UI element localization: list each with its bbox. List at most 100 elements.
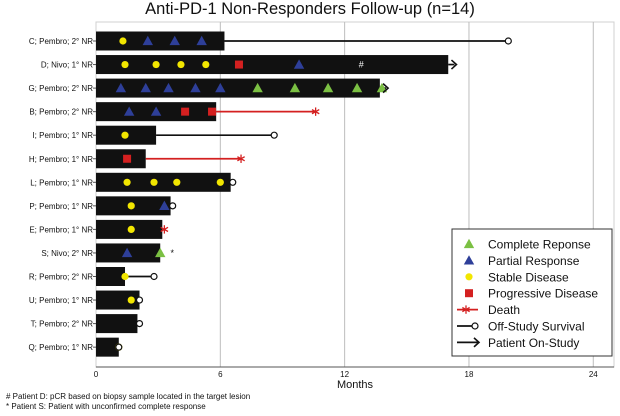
off-study-marker xyxy=(150,272,158,281)
partial-response-marker xyxy=(159,200,170,211)
off-study-marker xyxy=(115,343,123,351)
legend: Complete Reponse Partial Response Stable D… xyxy=(451,228,613,357)
legend-label: Partial Response xyxy=(488,254,580,268)
stable-disease-marker xyxy=(152,60,160,69)
legend-item: Stable Disease xyxy=(465,270,569,284)
patient-row: U; Pembro; 1° NR xyxy=(29,290,144,310)
legend-label: Patient On-Study xyxy=(488,336,579,350)
stable-disease-marker xyxy=(177,60,185,69)
patient-label: I; Pembro; 1° NR xyxy=(32,131,93,140)
stable-disease-marker xyxy=(121,131,129,139)
treatment-bar xyxy=(96,314,138,334)
patient-row: Q; Pembro; 1° NR xyxy=(28,337,123,357)
annotation-mark: # xyxy=(359,60,364,70)
progressive-disease-marker xyxy=(234,60,243,69)
stable-disease-icon xyxy=(465,273,473,281)
patient-row: B; Pembro; 2° NR xyxy=(29,102,320,122)
partial-response-marker xyxy=(150,106,162,116)
off-study-marker xyxy=(504,37,512,45)
legend-item: Death xyxy=(457,303,520,317)
complete-response-marker xyxy=(351,82,363,93)
x-tick-label: 12 xyxy=(340,370,349,379)
stable-disease-marker xyxy=(202,60,210,69)
arrow-head-icon xyxy=(473,337,481,348)
partial-response-marker xyxy=(169,35,180,46)
stable-disease-marker xyxy=(216,178,224,186)
stable-disease-marker xyxy=(150,178,158,186)
partial-response-marker xyxy=(140,82,151,93)
off-study-circle-icon xyxy=(471,322,479,330)
treatment-bar xyxy=(96,149,146,169)
death-marker xyxy=(311,107,320,116)
axis-layer: 0 6 12 18 24 Months xyxy=(94,366,614,391)
off-study-marker xyxy=(229,178,237,186)
patient-label: G; Pembro; 2° NR xyxy=(28,84,93,93)
patient-row: S; Nivo; 2° NR * xyxy=(41,243,174,263)
patient-row: T; Pembro; 2° NR xyxy=(31,314,144,334)
treatment-bar xyxy=(96,31,225,51)
patient-row: H; Pembro; 1° NR xyxy=(29,149,246,169)
x-tick-label: 24 xyxy=(589,370,598,379)
partial-response-marker xyxy=(190,82,201,93)
partial-response-icon xyxy=(463,255,475,265)
x-tick-label: 18 xyxy=(465,370,474,379)
partial-response-marker xyxy=(293,59,305,69)
legend-label: Stable Disease xyxy=(488,270,569,284)
bars-layer: C; Pembro; 2° NR D; Nivo; 1° NR # G; Pembro… xyxy=(28,31,512,357)
patient-label: U; Pembro; 1° NR xyxy=(29,296,93,305)
patient-row: L; Pembro; 1° NR xyxy=(30,172,237,192)
complete-response-icon xyxy=(463,238,475,249)
footnote-patient-d: # Patient D: pCR based on biopsy sample … xyxy=(6,392,251,401)
on-study-arrow xyxy=(382,83,390,94)
legend-item: Off-Study Survival xyxy=(457,320,584,334)
stable-disease-marker xyxy=(173,178,181,186)
legend-label: Death xyxy=(488,303,520,317)
legend-label: Progressive Disease xyxy=(488,287,598,301)
off-study-marker xyxy=(135,320,144,328)
death-marker xyxy=(160,225,169,234)
partial-response-marker xyxy=(215,82,226,93)
stable-disease-marker xyxy=(123,178,131,186)
complete-response-marker xyxy=(376,82,388,93)
stable-disease-marker xyxy=(127,202,135,210)
stable-disease-marker xyxy=(127,296,135,304)
patient-label: T; Pembro; 2° NR xyxy=(31,320,94,329)
complete-response-marker xyxy=(155,247,166,258)
treatment-bar xyxy=(96,78,380,98)
progressive-disease-icon xyxy=(465,289,473,298)
treatment-bar xyxy=(96,290,140,310)
off-study-marker xyxy=(135,296,144,304)
patient-label: Q; Pembro; 1° NR xyxy=(28,343,93,352)
patient-label: S; Nivo; 2° NR xyxy=(41,249,93,258)
patient-label: D; Nivo; 1° NR xyxy=(41,61,93,70)
treatment-bar xyxy=(96,55,449,75)
x-tick-label: 6 xyxy=(218,370,223,379)
patient-row: P; Pembro; 1° NR xyxy=(29,196,177,216)
stable-disease-marker xyxy=(119,37,127,45)
treatment-bar xyxy=(96,172,231,192)
patient-row: C; Pembro; 2° NR xyxy=(29,31,512,51)
footnote-patient-s: * Patient S: Patient with unconfirmed co… xyxy=(6,402,206,411)
off-study-marker xyxy=(270,131,278,139)
patient-label: R; Pembro; 2° NR xyxy=(29,273,93,282)
patient-row: I; Pembro; 1° NR xyxy=(32,125,278,145)
patient-label: P; Pembro; 1° NR xyxy=(29,202,93,211)
stable-disease-marker xyxy=(127,225,135,233)
x-tick-label: 0 xyxy=(94,370,99,379)
death-star-icon xyxy=(462,305,470,314)
treatment-bar xyxy=(96,267,126,286)
legend-box xyxy=(451,228,613,357)
complete-response-marker xyxy=(289,82,301,93)
partial-response-marker xyxy=(115,82,127,93)
death-marker xyxy=(237,154,246,163)
patient-label: H; Pembro; 1° NR xyxy=(29,155,93,164)
complete-response-marker xyxy=(322,82,334,93)
treatment-bar xyxy=(96,337,119,357)
chart-title: Anti-PD-1 Non-Responders Follow-up (n=14… xyxy=(145,0,475,18)
legend-label: Complete Reponse xyxy=(488,238,591,252)
on-study-arrow xyxy=(450,59,458,70)
patient-label: C; Pembro; 2° NR xyxy=(29,37,93,46)
patient-row: E; Pembro; 1° NR xyxy=(29,219,169,239)
partial-response-marker xyxy=(123,106,135,116)
